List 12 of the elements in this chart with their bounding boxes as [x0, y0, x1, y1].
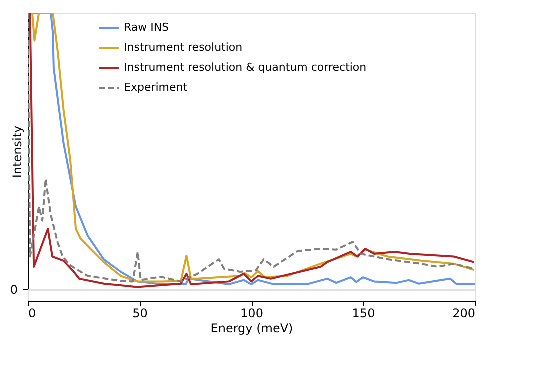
text: 0 — [10, 283, 18, 297]
legend-label: Instrument resolution — [124, 41, 243, 54]
legend-label: Experiment — [124, 81, 188, 94]
y-axis-title: Intensity — [10, 126, 24, 178]
x-tick-label: 100 — [240, 306, 264, 320]
x-tick-label: 50 — [132, 306, 148, 320]
legend-label: Raw INS — [124, 21, 170, 34]
x-axis-title: Energy (meV) — [210, 322, 294, 336]
x-tick-label: 150 — [352, 306, 376, 320]
x-tick-label: 200 — [452, 306, 476, 320]
x-tick-label: 0 — [28, 306, 36, 320]
legend-label: Instrument resolution & quantum correction — [124, 61, 367, 74]
